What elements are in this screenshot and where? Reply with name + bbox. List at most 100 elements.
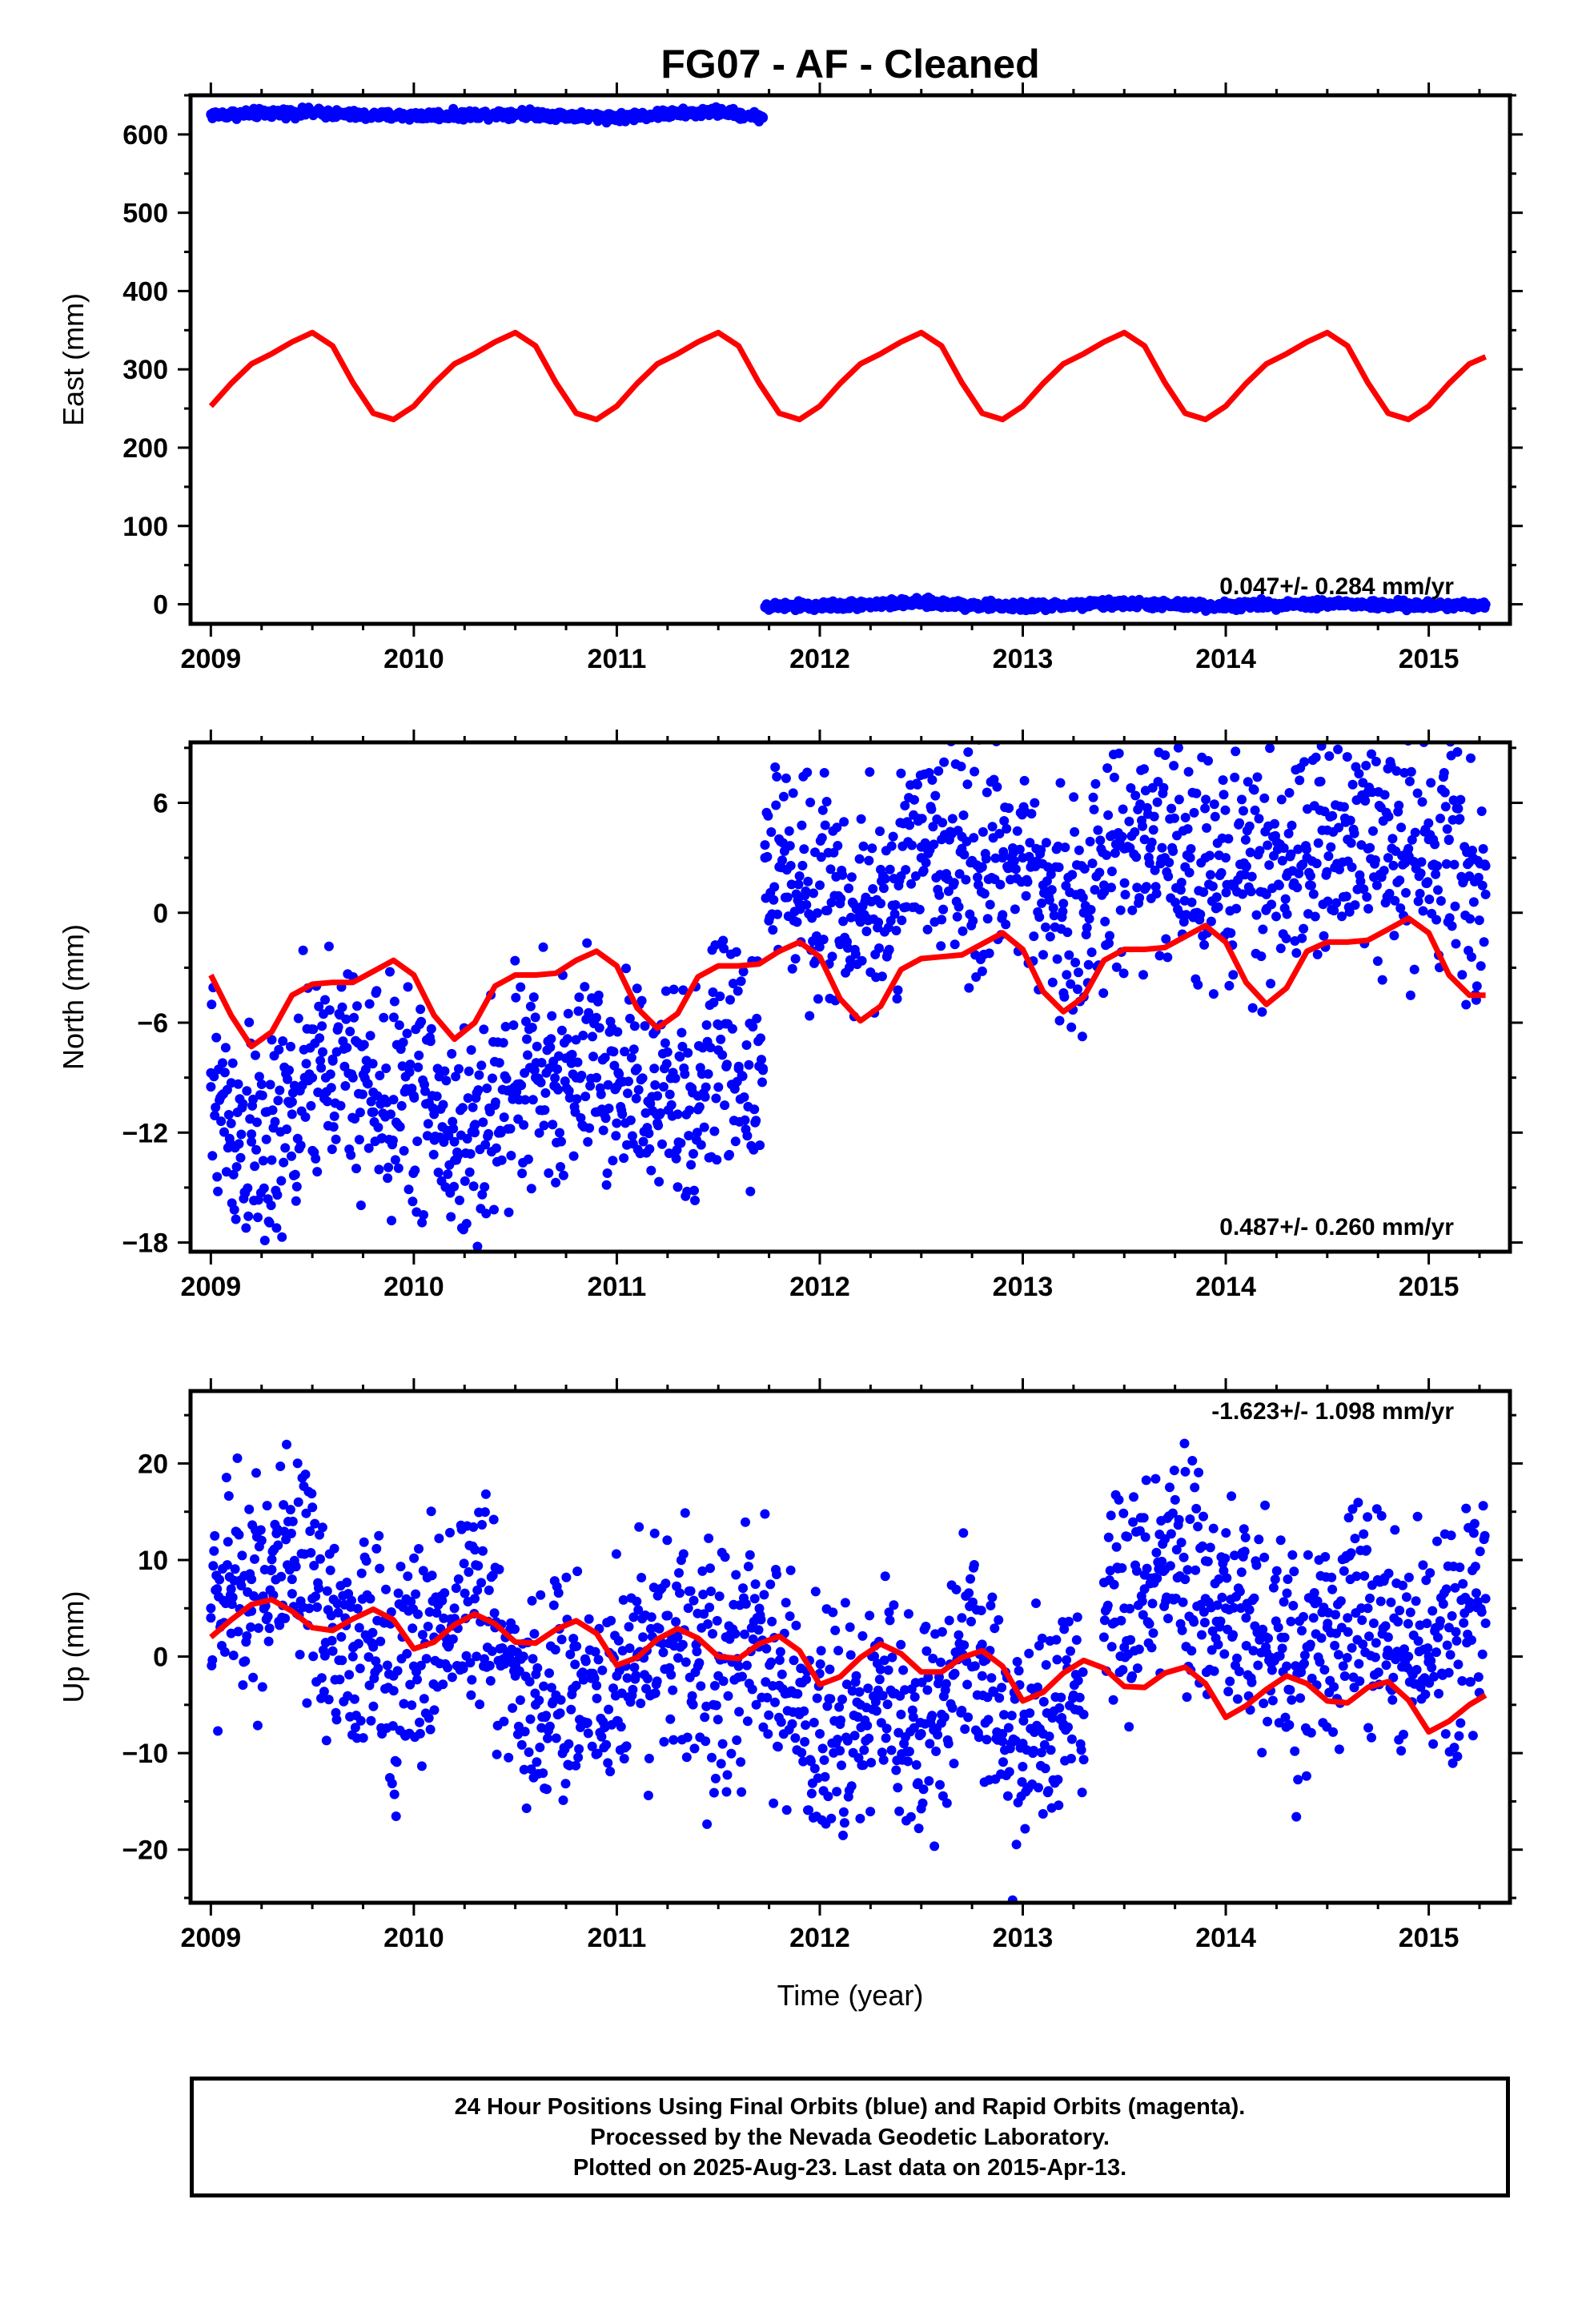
data-point	[523, 1050, 532, 1060]
data-point	[906, 879, 917, 889]
data-point	[1042, 862, 1053, 872]
data-point	[206, 110, 216, 120]
data-point	[1377, 975, 1387, 985]
data-point	[1235, 1586, 1245, 1597]
data-point	[555, 1708, 565, 1719]
data-point	[769, 895, 779, 905]
data-point	[976, 1606, 986, 1615]
data-point	[1410, 827, 1420, 838]
data-point	[874, 943, 884, 953]
data-point	[1412, 788, 1423, 798]
data-point	[760, 840, 770, 850]
data-point	[963, 1712, 974, 1723]
data-point	[496, 1155, 507, 1165]
data-point	[342, 1578, 352, 1587]
data-point	[1311, 752, 1321, 762]
data-point	[817, 833, 827, 843]
data-point	[1373, 600, 1383, 610]
data-point	[908, 1712, 918, 1723]
data-point	[475, 1699, 485, 1710]
data-point	[292, 1458, 303, 1469]
data-point	[1009, 856, 1019, 866]
data-point	[256, 1080, 267, 1089]
data-point	[423, 1119, 433, 1129]
data-point	[689, 1595, 699, 1606]
data-point	[1229, 1602, 1239, 1613]
data-point	[628, 1044, 639, 1055]
data-point	[558, 1795, 568, 1805]
data-point	[1178, 1597, 1188, 1607]
data-point	[588, 1051, 598, 1062]
data-point	[708, 1629, 717, 1639]
data-point	[546, 1034, 556, 1044]
data-point	[346, 1150, 356, 1160]
data-point	[1160, 853, 1170, 863]
data-point	[883, 1665, 893, 1675]
data-point	[643, 1791, 653, 1800]
data-point	[766, 1657, 777, 1667]
data-point	[585, 1080, 596, 1091]
data-point	[977, 1639, 987, 1650]
data-point	[979, 889, 990, 899]
data-point	[1072, 1612, 1082, 1622]
data-point	[1076, 1745, 1086, 1755]
data-point	[409, 1553, 420, 1563]
data-point	[944, 1615, 954, 1626]
data-point	[572, 1641, 582, 1651]
data-point	[969, 833, 979, 843]
data-point	[786, 879, 797, 890]
data-point	[760, 853, 770, 863]
data-point	[1198, 1541, 1207, 1551]
data-point	[1064, 950, 1074, 960]
data-point	[978, 826, 988, 837]
data-point	[756, 1033, 765, 1043]
data-point	[771, 800, 781, 810]
data-point	[397, 1061, 408, 1072]
data-point	[1064, 1616, 1074, 1626]
data-point	[716, 1759, 726, 1769]
data-point	[584, 1123, 595, 1133]
data-point	[731, 947, 741, 957]
data-point	[1130, 827, 1140, 837]
data-point	[705, 1602, 715, 1613]
data-point	[322, 1096, 332, 1107]
data-point	[1041, 922, 1050, 932]
data-point	[844, 883, 853, 894]
data-point	[391, 1811, 401, 1821]
data-point	[333, 1022, 343, 1032]
data-point	[313, 1088, 323, 1097]
data-point	[868, 884, 878, 894]
data-point	[419, 1694, 429, 1704]
data-point	[960, 1724, 970, 1735]
data-point	[287, 1097, 297, 1107]
data-point	[737, 1071, 748, 1081]
data-point	[719, 943, 729, 954]
data-point	[1302, 844, 1311, 854]
data-point	[1284, 788, 1295, 798]
data-point	[970, 1661, 980, 1671]
data-point	[1337, 911, 1347, 922]
data-point	[262, 1501, 272, 1511]
data-point	[426, 1023, 436, 1034]
data-point	[1099, 1615, 1110, 1626]
data-point	[434, 1534, 444, 1543]
chart-title: FG07 - AF - Cleaned	[661, 42, 1039, 86]
data-point	[776, 1717, 786, 1727]
data-point	[846, 1781, 857, 1791]
data-point	[1138, 1610, 1148, 1620]
data-point	[210, 1111, 220, 1120]
data-point	[986, 1600, 996, 1610]
data-point	[1219, 1649, 1230, 1659]
data-point	[307, 1502, 318, 1513]
data-point	[408, 1661, 419, 1671]
data-point	[773, 909, 783, 919]
data-point	[744, 1059, 754, 1070]
data-point	[633, 1084, 644, 1095]
velocity-label: 0.487+/- 0.260 mm/yr	[1219, 1214, 1454, 1240]
data-point	[323, 1695, 334, 1705]
data-point	[403, 1571, 413, 1582]
data-point	[518, 1651, 528, 1662]
data-point	[652, 1622, 663, 1633]
data-point	[337, 1002, 347, 1012]
